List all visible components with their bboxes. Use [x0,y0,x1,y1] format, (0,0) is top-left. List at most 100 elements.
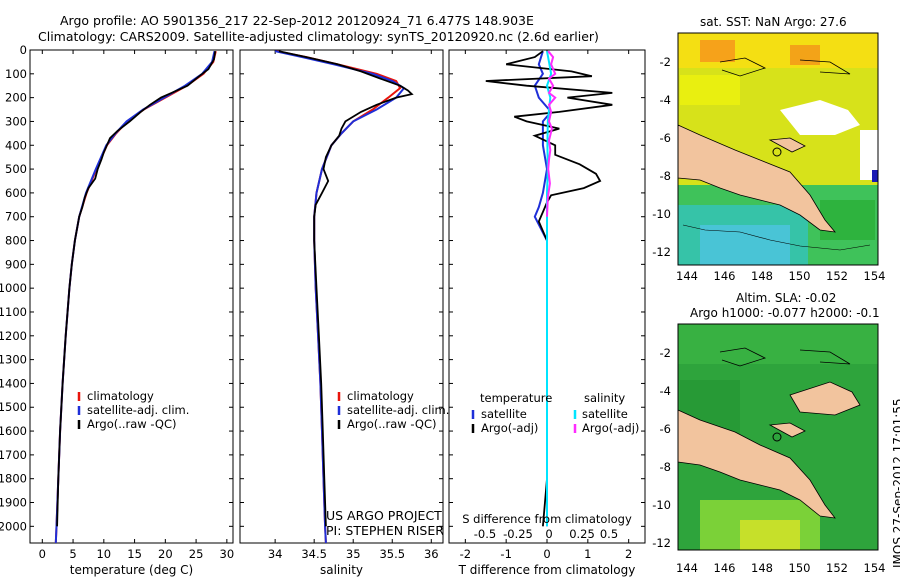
series-line-satellite-adj--clim- [274,50,406,544]
y-tick-label: 1100 [0,305,27,319]
project-note-2: PI: STEPHEN RISER [326,523,444,538]
x-tick-label: 34 [268,547,283,561]
y-tick-label: 2000 [0,519,27,533]
series-line-argo--adj- [546,50,557,217]
sla-map-y-tick-label: -4 [660,384,671,398]
y-tick-label: 300 [5,114,27,128]
x-tick-label: 30 [220,547,235,561]
sla-map-y-tick-label: -8 [660,460,671,474]
sst-map-y-tick-label: -2 [660,55,671,69]
sla-map-y-tick-label: -12 [652,536,671,550]
legend-title-salinity: salinity [584,391,625,405]
sst-map-x-tick-label: 144 [676,269,698,283]
y-tick-label: 800 [5,234,27,248]
y-tick-label: 1300 [0,353,27,367]
legend-label: satellite [481,407,527,421]
y-tick-label: 1800 [0,472,27,486]
secondary-x-tick-label: 0 [545,527,552,541]
header-line-2: Climatology: CARS2009. Satellite-adjuste… [38,29,599,44]
x-tick-label: 10 [96,547,111,561]
x-tick-label: 1 [584,547,591,561]
y-tick-label: 200 [5,91,27,105]
x-tick-label: 0 [543,547,550,561]
legend-label: Argo(..raw -QC) [347,417,437,431]
sst-map-y-tick-label: -6 [660,131,671,145]
x-tick-label: 5 [69,547,76,561]
y-tick-label: 1200 [0,329,27,343]
legend-label: Argo(-adj) [582,421,639,435]
y-tick-label: 700 [5,210,27,224]
footer-timestamp: IMOS 27-Sep-2012 17:01:55 [891,398,900,568]
x-tick-label: 15 [127,547,142,561]
y-tick-label: 1700 [0,448,27,462]
x-axis-label: salinity [320,563,363,577]
series-line-satellite-adj--clim- [54,50,216,544]
x-tick-label: 36 [424,547,439,561]
x-axis-label: T difference from climatology [458,563,636,577]
legend-label: climatology [87,389,154,403]
sst-map [677,32,879,266]
x-tick-label: 35 [346,547,361,561]
legend-label: satellite [582,407,628,421]
series-line-argo---raw--qc- [56,51,217,527]
sla-map-x-tick-label: 148 [751,561,773,575]
secondary-x-tick-label: -0.25 [503,527,533,541]
secondary-x-tick-label: 0.5 [600,527,618,541]
secondary-x-tick-label: 0.25 [569,527,595,541]
temperature-panel-frame [29,49,234,544]
y-tick-label: 500 [5,162,27,176]
series-line-satellite [545,51,553,527]
series-line-climatology [276,50,402,544]
header-line-1: Argo profile: AO 5901356_217 22-Sep-2012… [60,13,534,28]
sla-map-y-tick-label: -10 [652,498,671,512]
series-line-climatology [54,50,217,544]
y-tick-label: 600 [5,186,27,200]
x-tick-label: 0 [39,547,46,561]
y-tick-label: 1600 [0,424,27,438]
sla-map-title-2: Argo h1000: -0.077 h2000: -0.1 [690,306,880,320]
sst-map-y-tick-label: -12 [652,245,671,259]
sla-map-x-tick-label: 150 [789,561,811,575]
y-tick-label: 900 [5,257,27,271]
sla-map-title-1: Altim. SLA: -0.02 [736,291,837,305]
sla-map-x-tick-label: 152 [826,561,848,575]
sla-map-y-tick-label: -2 [660,346,671,360]
sst-map-y-tick-label: -8 [660,169,671,183]
y-tick-label: 1400 [0,376,27,390]
legend-label: climatology [347,389,414,403]
sst-map-title: sat. SST: NaN Argo: 27.6 [700,15,847,29]
legend-label: satellite-adj. clim. [347,403,449,417]
y-tick-label: 1900 [0,496,27,510]
sst-map-x-tick-label: 152 [826,269,848,283]
sla-map-y-tick-label: -6 [660,422,671,436]
secondary-x-axis-label: S difference from climatology [462,512,632,526]
x-tick-label: 34.5 [301,547,327,561]
sst-map-y-tick-label: -10 [652,207,671,221]
sla-map [677,323,879,551]
profile-plots: 0100200300400500600700800900100011001200… [0,43,885,577]
x-tick-label: 35.5 [379,547,405,561]
sst-map-x-tick-label: 154 [864,269,886,283]
y-tick-label: 100 [5,67,27,81]
x-tick-label: -1 [500,547,511,561]
sla-map-x-tick-label: 144 [676,561,698,575]
x-tick-label: -2 [460,547,471,561]
sst-map-x-tick-label: 148 [751,269,773,283]
sst-map-x-tick-label: 150 [789,269,811,283]
legend-label: satellite-adj. clim. [87,403,189,417]
sla-map-x-tick-label: 154 [864,561,886,575]
secondary-x-tick-label: -0.5 [474,527,496,541]
salinity-panel-frame [239,49,444,544]
x-tick-label: 25 [189,547,204,561]
y-tick-label: 0 [20,43,27,57]
legend-label: Argo(..raw -QC) [87,417,177,431]
series-line-argo---raw--qc- [278,50,414,527]
x-axis-label: temperature (deg C) [70,563,193,577]
x-tick-label: 20 [158,547,173,561]
sst-map-x-tick-label: 146 [714,269,736,283]
y-tick-label: 1500 [0,400,27,414]
legend-label: Argo(-adj) [481,421,538,435]
project-note-1: US ARGO PROJECT [326,508,442,523]
legend-title-temperature: temperature [480,391,552,405]
